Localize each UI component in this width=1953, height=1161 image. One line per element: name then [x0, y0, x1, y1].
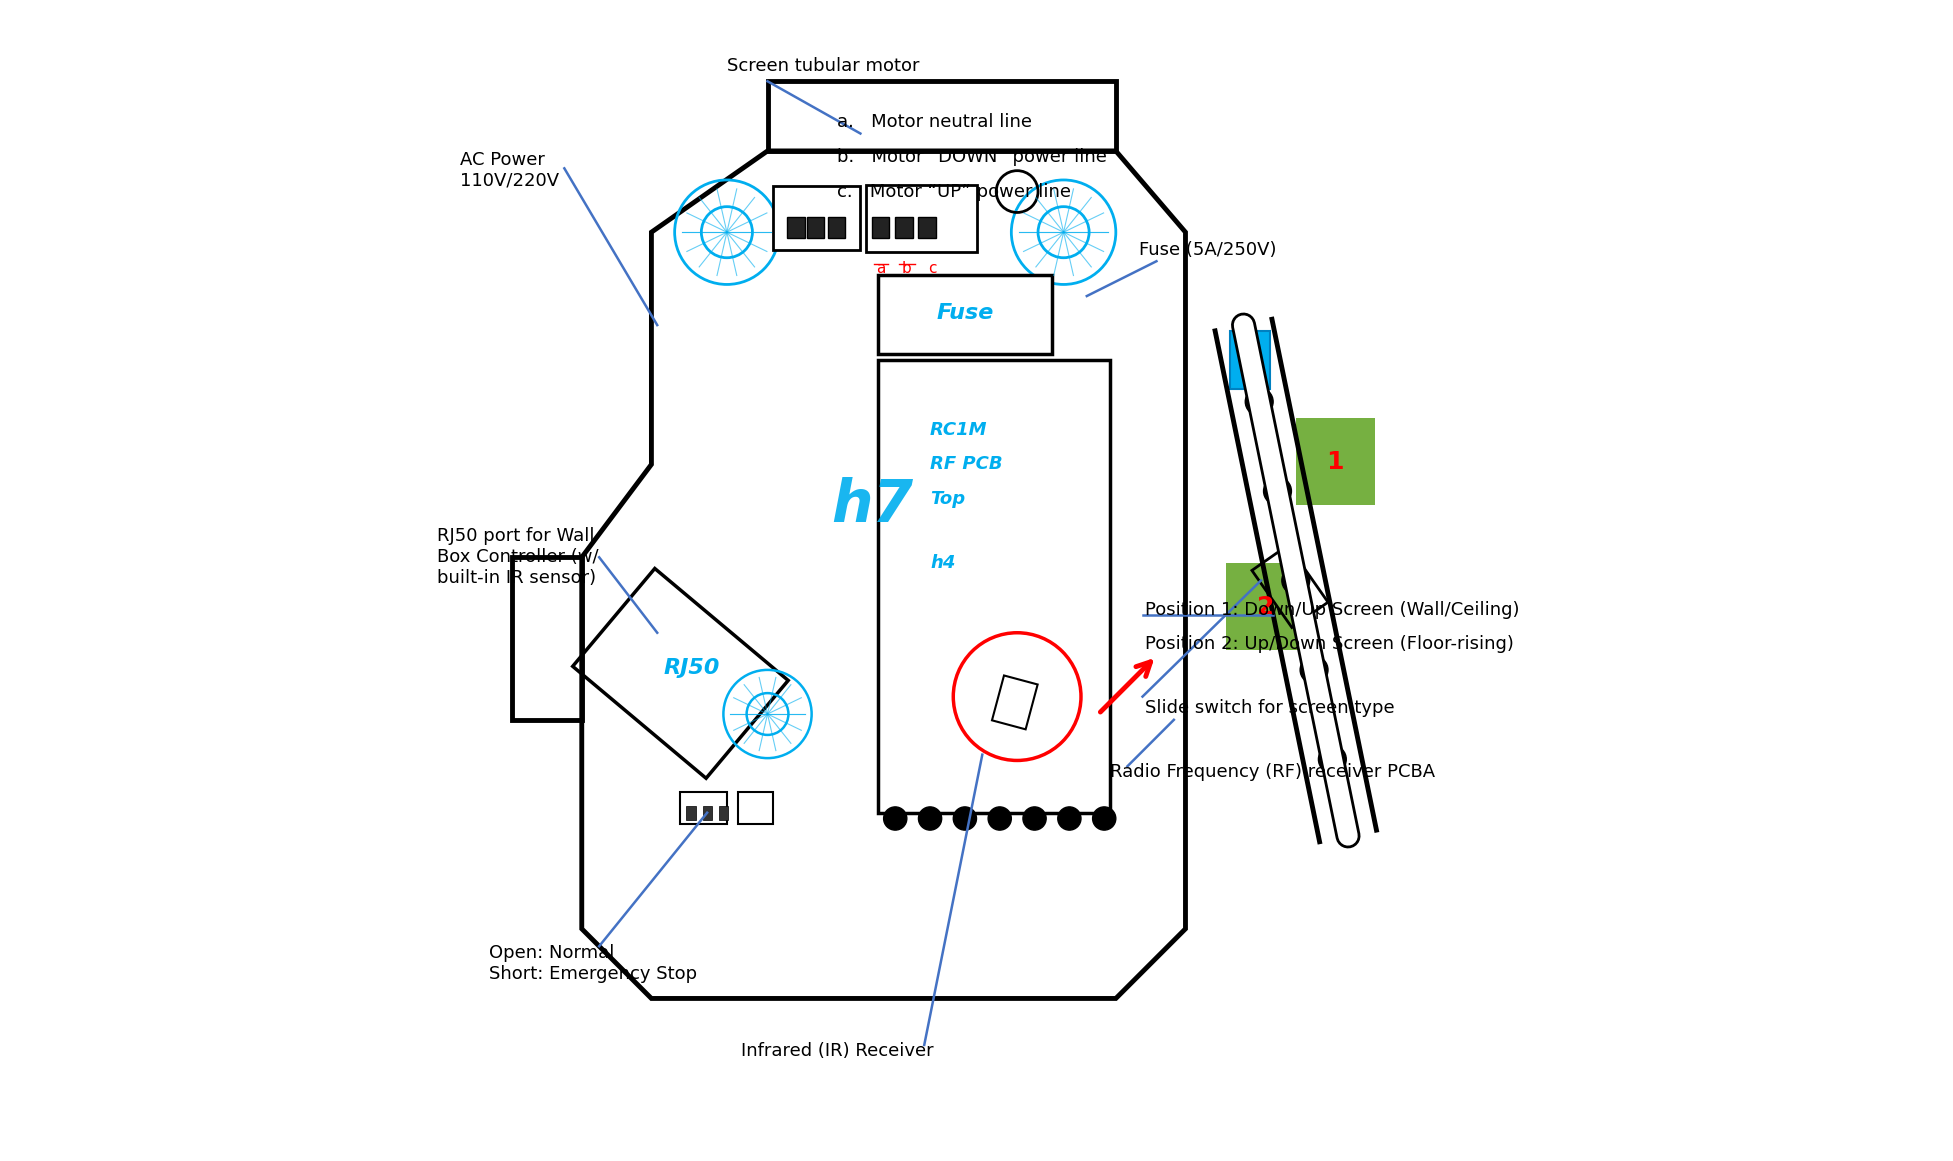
FancyBboxPatch shape — [918, 217, 935, 238]
Circle shape — [1318, 745, 1346, 773]
Text: c.   Motor “UP” power line: c. Motor “UP” power line — [838, 182, 1070, 201]
FancyBboxPatch shape — [867, 185, 976, 252]
Text: Position 2: Up/Down Screen (Floor-rising): Position 2: Up/Down Screen (Floor-rising… — [1144, 635, 1514, 654]
Bar — [1252, 546, 1328, 627]
FancyBboxPatch shape — [1295, 418, 1375, 505]
Text: Fuse (5A/250V): Fuse (5A/250V) — [1139, 240, 1277, 259]
Text: b.   Motor “DOWN” power line: b. Motor “DOWN” power line — [838, 147, 1107, 166]
Text: RC1M: RC1M — [930, 420, 988, 439]
FancyBboxPatch shape — [807, 217, 824, 238]
Circle shape — [1059, 807, 1082, 830]
Text: Screen tubular motor: Screen tubular motor — [727, 57, 920, 75]
Text: Position 1: Down/Up Screen (Wall/Ceiling): Position 1: Down/Up Screen (Wall/Ceiling… — [1144, 600, 1519, 619]
FancyBboxPatch shape — [1226, 563, 1305, 650]
Text: RJ50 port for Wall
Box Controller (w/
built-in IR sensor): RJ50 port for Wall Box Controller (w/ bu… — [437, 527, 598, 587]
FancyBboxPatch shape — [828, 217, 846, 238]
FancyBboxPatch shape — [680, 792, 727, 824]
Text: b: b — [902, 261, 912, 276]
Text: 2: 2 — [1258, 596, 1273, 619]
FancyBboxPatch shape — [703, 806, 711, 820]
Text: Fuse: Fuse — [935, 303, 994, 324]
Text: a: a — [877, 261, 887, 276]
Text: h4: h4 — [930, 554, 955, 572]
Circle shape — [988, 807, 1012, 830]
Text: a.   Motor neutral line: a. Motor neutral line — [838, 113, 1033, 131]
FancyBboxPatch shape — [1230, 331, 1269, 389]
Text: Radio Frequency (RF) receiver PCBA: Radio Frequency (RF) receiver PCBA — [1109, 763, 1435, 781]
Circle shape — [1281, 567, 1310, 594]
Text: RJ50: RJ50 — [664, 657, 721, 678]
FancyBboxPatch shape — [686, 806, 695, 820]
FancyBboxPatch shape — [894, 217, 912, 238]
FancyBboxPatch shape — [719, 806, 728, 820]
Text: Infrared (IR) Receiver: Infrared (IR) Receiver — [740, 1041, 934, 1060]
FancyBboxPatch shape — [773, 186, 861, 250]
Circle shape — [883, 807, 906, 830]
Circle shape — [918, 807, 941, 830]
Circle shape — [953, 807, 976, 830]
Text: h7: h7 — [832, 476, 914, 534]
Text: c: c — [928, 261, 937, 276]
FancyBboxPatch shape — [871, 217, 889, 238]
Bar — [992, 676, 1037, 729]
Text: Open: Normal
Short: Emergency Stop: Open: Normal Short: Emergency Stop — [488, 944, 697, 983]
Circle shape — [1301, 656, 1328, 684]
Circle shape — [1092, 807, 1115, 830]
Text: RF PCB: RF PCB — [930, 455, 1002, 474]
Text: 1: 1 — [1326, 450, 1344, 474]
Circle shape — [1246, 388, 1273, 416]
Circle shape — [1264, 477, 1291, 505]
Circle shape — [1023, 807, 1047, 830]
FancyBboxPatch shape — [877, 360, 1109, 813]
Text: Top: Top — [930, 490, 965, 509]
Text: Slide switch for screen type: Slide switch for screen type — [1144, 699, 1394, 717]
FancyBboxPatch shape — [787, 217, 805, 238]
Text: AC Power
110V/220V: AC Power 110V/220V — [459, 151, 559, 189]
FancyBboxPatch shape — [877, 275, 1053, 354]
